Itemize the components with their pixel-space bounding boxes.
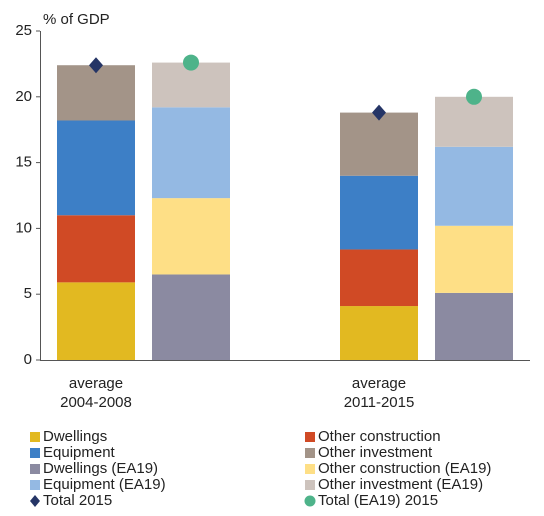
legend-swatch [304, 495, 316, 507]
marker [183, 54, 199, 71]
legend-swatch [30, 448, 40, 458]
legend-swatch [305, 432, 315, 442]
y-tick-label: 20 [15, 88, 32, 105]
legend-swatch [30, 464, 40, 474]
legend-swatch [30, 480, 40, 490]
y-tick-label: 5 [24, 285, 32, 302]
y-tick-label: 10 [15, 219, 32, 236]
legend-swatch [30, 495, 40, 507]
legend-label: Other investment (EA19) [318, 476, 483, 493]
bar-segment [435, 146, 513, 226]
bar-segment [340, 112, 418, 176]
legend-swatch [305, 448, 315, 458]
y-tick-label: 0 [24, 351, 32, 368]
bar-segment [152, 274, 230, 360]
marker [466, 88, 482, 105]
x-tick-label: average 2004-2008 [60, 375, 132, 411]
bar-segment [152, 107, 230, 199]
y-axis-label: % of GDP [43, 11, 110, 28]
legend-swatch [30, 432, 40, 442]
legend-label: Dwellings (EA19) [43, 460, 158, 477]
bar-segment [57, 65, 135, 121]
legend-label: Other construction (EA19) [318, 460, 491, 477]
legend-swatch [305, 464, 315, 474]
bar-segment [340, 249, 418, 307]
legend-label: Total 2015 [43, 492, 112, 509]
bar-segment [57, 215, 135, 283]
legend-label: Other construction [318, 428, 441, 445]
y-tick-label: 25 [15, 22, 32, 39]
bar-segment [57, 282, 135, 360]
bar-segment [435, 292, 513, 360]
x-tick-label: average 2011-2015 [343, 375, 415, 411]
legend-label: Equipment (EA19) [43, 476, 166, 493]
legend-label: Other investment [318, 444, 433, 461]
marker [89, 57, 103, 74]
legend-label: Dwellings [43, 428, 107, 445]
bar-segment [57, 120, 135, 216]
bar-segment [435, 96, 513, 147]
bar-segment [152, 198, 230, 275]
y-tick-label: 15 [15, 154, 32, 171]
bar-segment [435, 225, 513, 293]
legend-swatch [305, 480, 315, 490]
legend-label: Equipment [43, 444, 116, 461]
bar-segment [340, 306, 418, 360]
bar-segment [340, 175, 418, 250]
legend-label: Total (EA19) 2015 [318, 492, 438, 509]
marker [372, 104, 386, 121]
